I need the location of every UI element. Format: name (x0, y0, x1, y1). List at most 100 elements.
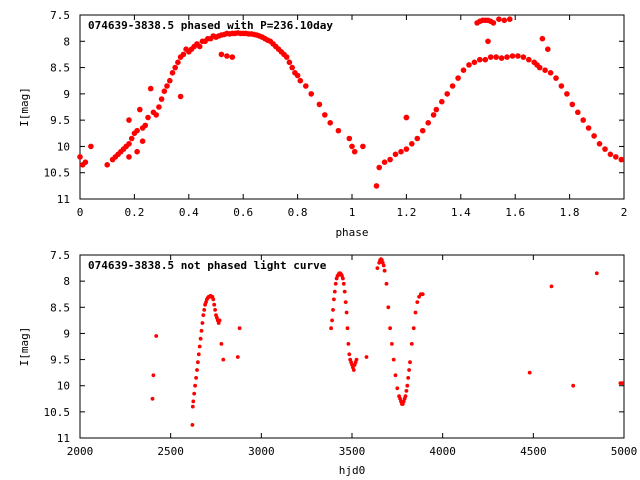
data-point (331, 308, 335, 312)
data-point (449, 83, 456, 89)
data-point (490, 20, 497, 26)
data-point (196, 352, 201, 357)
data-point (218, 51, 225, 58)
x-tick-label: 0 (77, 206, 84, 219)
data-point (455, 75, 461, 81)
data-point (198, 336, 203, 341)
data-point (373, 183, 380, 189)
data-point (613, 154, 619, 160)
data-point (211, 297, 216, 302)
data-point (343, 300, 348, 304)
y-axis-label: I[mag] (18, 327, 31, 367)
data-point (283, 54, 290, 60)
data-point (194, 376, 199, 380)
data-point (217, 318, 222, 323)
data-point (351, 148, 358, 155)
data-point (346, 135, 353, 142)
data-point (332, 289, 337, 294)
data-point (197, 344, 202, 349)
data-point (439, 98, 445, 105)
data-point (224, 53, 230, 59)
data-point (403, 146, 410, 152)
data-point (196, 360, 200, 365)
x-tick-label: 4500 (520, 445, 547, 458)
data-point (193, 383, 198, 388)
data-point (460, 67, 467, 73)
data-point (196, 43, 203, 50)
x-tick-label: 1.8 (560, 206, 580, 219)
data-point (419, 127, 426, 134)
data-point (487, 54, 494, 60)
y-tick-label: 9 (63, 88, 70, 101)
data-point (466, 62, 472, 68)
y-tick-label: 10 (57, 380, 70, 393)
data-point (405, 383, 410, 388)
y-tick-label: 7.5 (50, 9, 70, 22)
data-point (158, 96, 165, 102)
data-point (142, 122, 149, 129)
data-point (286, 59, 293, 66)
data-point (126, 117, 132, 123)
x-tick-label: 0.8 (288, 206, 308, 219)
data-point (167, 77, 173, 84)
y-tick-label: 8.5 (50, 301, 70, 314)
data-point (332, 297, 336, 302)
data-point (212, 302, 217, 307)
data-point (444, 91, 451, 97)
data-point (191, 399, 196, 404)
phased-light-curve-panel: 0 0.2 0.4 0.6 0.8 1 1.2 1.4 1.6 1.8 2 7.5 8 8.5 9 9.5 10… (18, 9, 627, 239)
data-point (329, 326, 333, 331)
data-point (585, 125, 592, 131)
data-point (381, 159, 388, 165)
data-point (498, 55, 505, 61)
data-point (388, 326, 392, 331)
data-point (406, 376, 411, 380)
data-point (391, 357, 396, 362)
x-tick-label: 1.4 (451, 206, 471, 219)
unphased-light-curve-panel: 2000 2500 3000 3500 4000 4500 5000 7.5 8 8.5 9 9.5 1… (18, 249, 637, 477)
data-point (104, 162, 110, 168)
data-point (316, 101, 323, 108)
data-point (341, 276, 345, 281)
data-point (547, 70, 554, 76)
data-point (575, 109, 581, 116)
y-tick-label: 9.5 (50, 354, 70, 367)
x-tick-label: 0.6 (233, 206, 253, 219)
data-point (553, 75, 559, 81)
data-point (134, 127, 140, 134)
data-point (496, 16, 502, 23)
data-point (408, 360, 412, 365)
data-point (333, 281, 338, 286)
data-point (398, 148, 404, 155)
data-point (237, 326, 242, 331)
y-tick-label: 7.5 (50, 249, 70, 262)
data-point (147, 85, 154, 92)
data-point (542, 67, 548, 73)
data-point (151, 373, 156, 378)
data-point (393, 373, 398, 378)
data-point (493, 54, 500, 60)
x-tick-label: 2 (621, 206, 628, 219)
x-tick-label: 3000 (248, 445, 275, 458)
data-point (156, 104, 162, 110)
x-tick-label: 0.2 (124, 206, 144, 219)
data-point (485, 38, 491, 45)
data-point (351, 368, 356, 372)
panel-title: 074639-3838.5 phased with P=236.10day (88, 19, 333, 32)
data-point (134, 148, 140, 155)
data-point (403, 394, 408, 399)
data-point (330, 318, 334, 323)
data-point (580, 117, 586, 123)
data-point (349, 143, 355, 150)
data-point (139, 138, 146, 144)
x-tick-label: 1.6 (505, 206, 525, 219)
data-point (471, 59, 478, 66)
data-point (344, 310, 349, 315)
data-point (137, 106, 143, 113)
panel-title: 074639-3838.5 not phased light curve (88, 259, 327, 272)
y-axis-label: I[mag] (18, 87, 31, 127)
data-point (591, 133, 597, 139)
data-point (381, 263, 386, 268)
data-point (594, 271, 599, 276)
x-tick-label: 1.2 (396, 206, 416, 219)
